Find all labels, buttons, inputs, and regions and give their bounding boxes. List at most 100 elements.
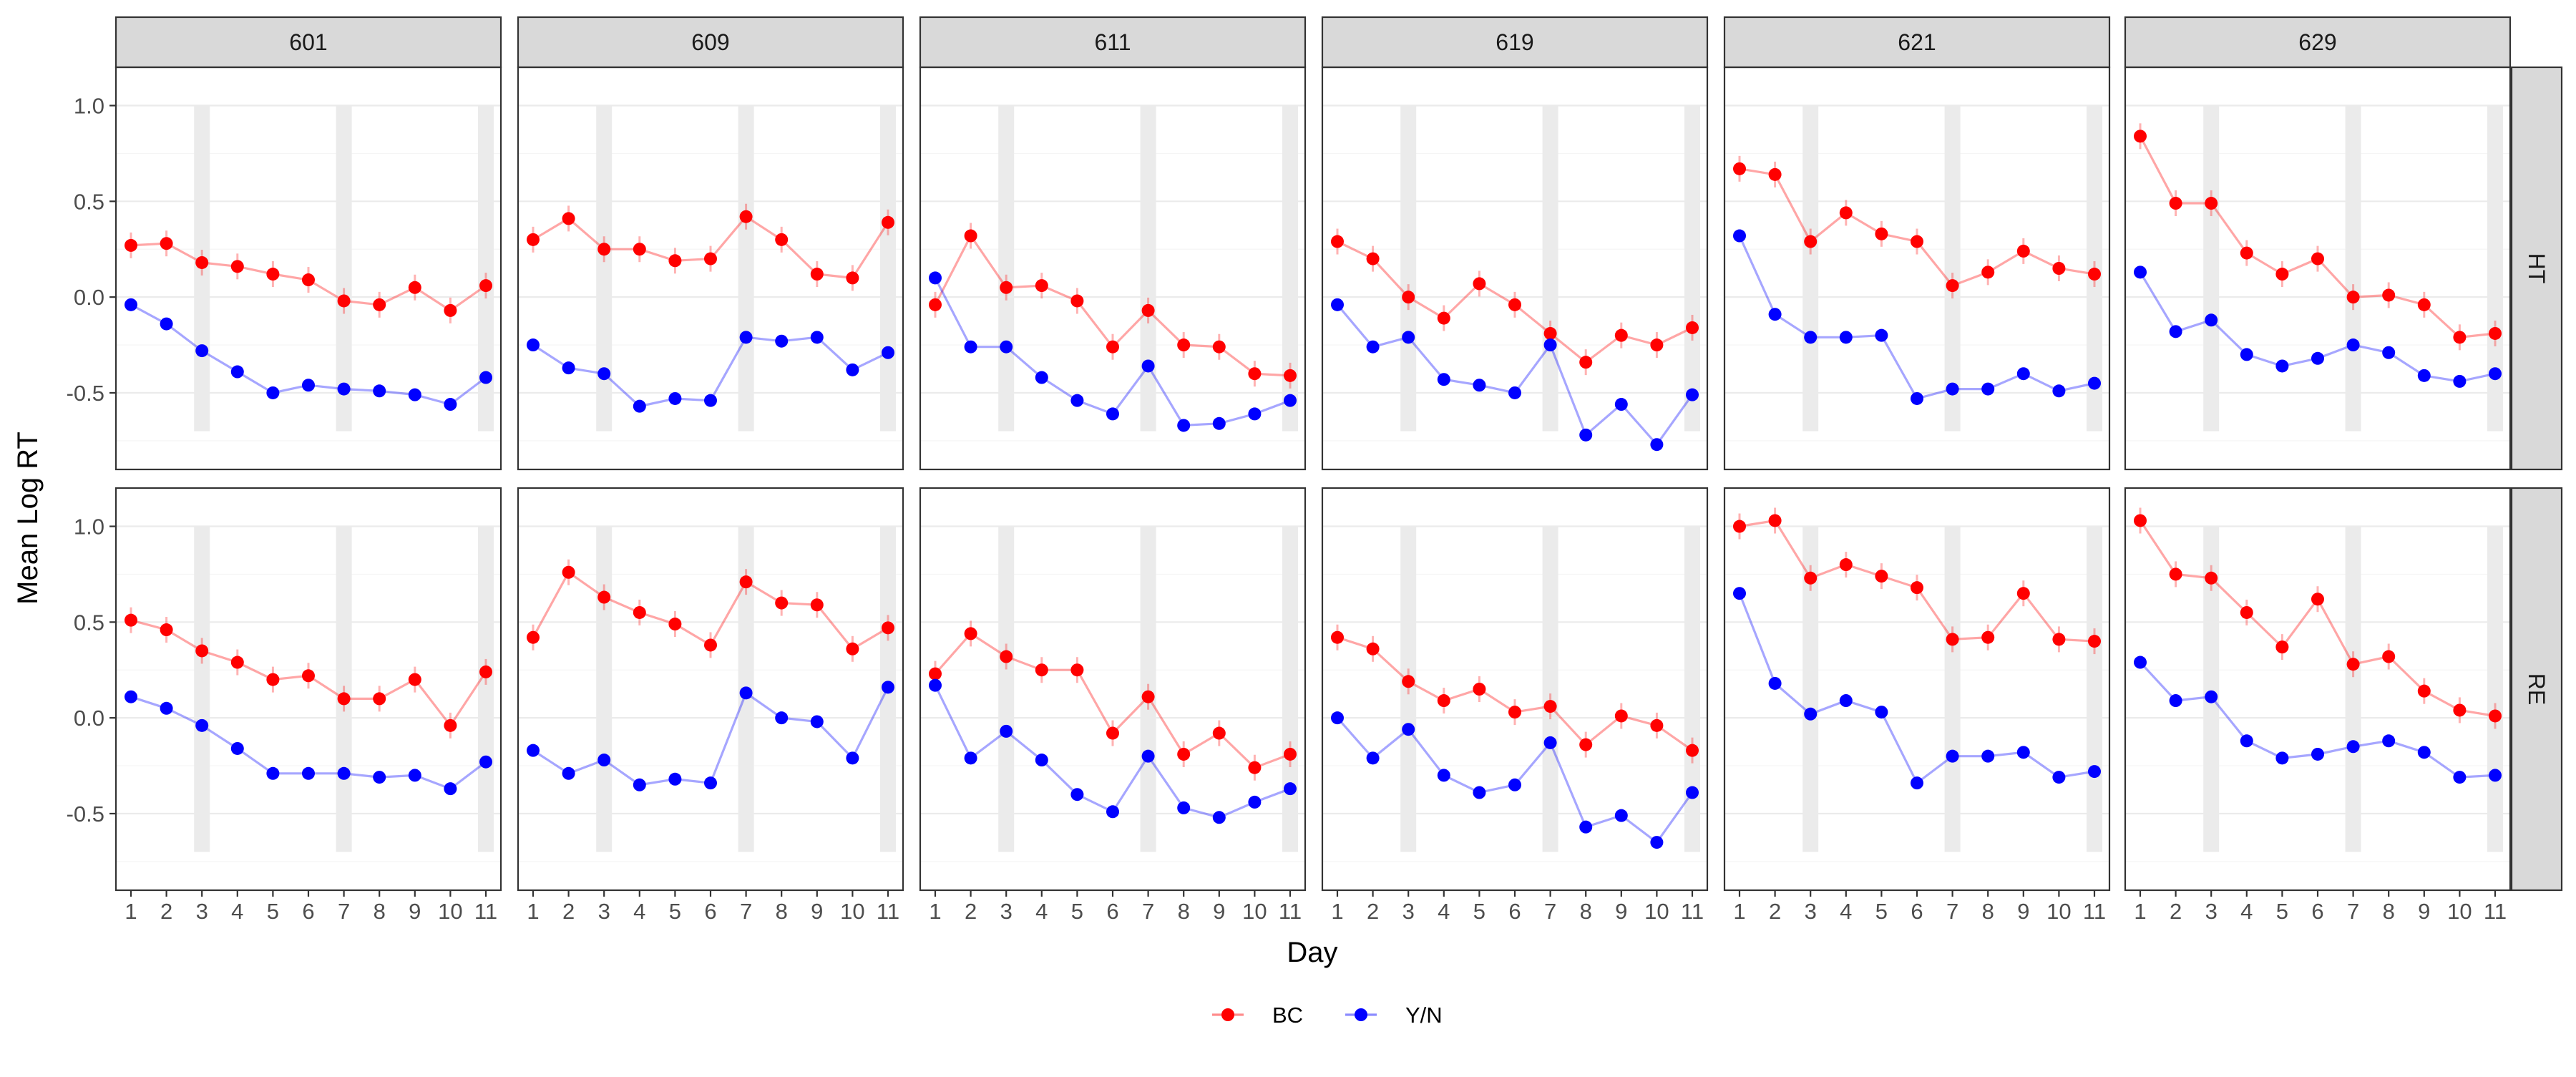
data-point-yn bbox=[125, 298, 137, 311]
series-line-bc bbox=[2139, 520, 2496, 718]
data-point-yn bbox=[1946, 749, 1959, 763]
shaded-day-band bbox=[2487, 105, 2503, 432]
data-point-bc bbox=[739, 575, 753, 589]
data-point-bc bbox=[775, 233, 789, 246]
data-point-bc bbox=[1177, 338, 1191, 352]
data-point-bc bbox=[266, 673, 280, 686]
row-strip-HT: HT bbox=[2510, 66, 2563, 471]
data-point-bc bbox=[2311, 252, 2324, 265]
facet-strip-601: 601 bbox=[114, 16, 502, 69]
data-point-yn bbox=[775, 334, 789, 348]
x-tick-label: 10 bbox=[1644, 899, 1669, 924]
data-point-yn bbox=[160, 317, 173, 331]
data-point-yn bbox=[2311, 351, 2324, 365]
data-point-yn bbox=[1141, 359, 1155, 373]
data-point-bc bbox=[1804, 571, 1818, 585]
facet-strip-label: 629 bbox=[2298, 29, 2336, 55]
data-point-bc bbox=[2489, 326, 2502, 340]
data-point-bc bbox=[2205, 571, 2218, 585]
data-point-yn bbox=[597, 367, 611, 381]
shaded-day-band bbox=[1802, 105, 1819, 432]
data-point-yn bbox=[1177, 419, 1191, 432]
data-point-yn bbox=[479, 755, 492, 769]
data-point-yn bbox=[668, 772, 682, 786]
y-tick-label: 0.0 bbox=[74, 706, 104, 731]
data-point-yn bbox=[1177, 801, 1191, 814]
data-point-bc bbox=[2134, 130, 2147, 143]
data-point-yn bbox=[2489, 769, 2502, 782]
data-point-bc bbox=[2275, 640, 2289, 654]
data-point-bc bbox=[373, 298, 386, 311]
data-point-bc bbox=[597, 590, 611, 604]
data-point-yn bbox=[1946, 382, 1959, 396]
panel-621-HT bbox=[1723, 66, 2111, 471]
data-point-bc bbox=[527, 630, 540, 644]
data-point-bc bbox=[1804, 235, 1818, 248]
facet-strip-box bbox=[919, 16, 1307, 69]
data-point-bc bbox=[444, 303, 457, 317]
facet-strip-label: 601 bbox=[289, 29, 327, 55]
data-point-bc bbox=[964, 627, 977, 640]
panel-frame bbox=[114, 66, 502, 471]
data-point-bc bbox=[1366, 642, 1380, 656]
data-point-yn bbox=[1543, 338, 1557, 352]
data-point-yn bbox=[882, 681, 894, 694]
data-point-yn bbox=[1543, 736, 1557, 749]
data-point-bc bbox=[1981, 630, 1995, 644]
data-point-bc bbox=[337, 294, 351, 308]
series-line-bc bbox=[2139, 135, 2496, 338]
data-point-bc bbox=[2088, 635, 2101, 648]
data-point-yn bbox=[1437, 769, 1450, 782]
data-point-bc bbox=[1141, 690, 1155, 703]
panel-629-RE: 1 2 3 4 5 6 7 8 9 10 11 bbox=[2124, 487, 2512, 924]
shaded-day-band bbox=[998, 526, 1015, 852]
y-axis-title: Mean Log RT bbox=[12, 432, 44, 605]
data-point-yn bbox=[1035, 371, 1048, 384]
data-point-bc bbox=[704, 638, 717, 652]
facet-strip-box bbox=[1321, 16, 1709, 69]
x-tick-label: 5 bbox=[1875, 899, 1888, 924]
facet-strip-619: 619 bbox=[1321, 16, 1709, 69]
data-point-bc bbox=[337, 692, 351, 706]
x-tick-label: 11 bbox=[877, 899, 899, 924]
data-point-yn bbox=[195, 718, 209, 732]
x-tick-label: 4 bbox=[633, 899, 645, 924]
x-tick-label: 8 bbox=[374, 899, 386, 924]
data-point-yn bbox=[2311, 747, 2324, 761]
data-point-bc bbox=[195, 644, 209, 658]
row-strip-label: HT bbox=[2524, 253, 2550, 284]
data-point-yn bbox=[1141, 749, 1155, 763]
x-tick-label: 5 bbox=[1071, 899, 1083, 924]
x-tick-label: 6 bbox=[1911, 899, 1923, 924]
data-point-bc bbox=[2346, 291, 2360, 304]
panel-609-RE: 1 2 3 4 5 6 7 8 9 10 11 bbox=[517, 487, 904, 924]
data-point-yn bbox=[929, 678, 942, 692]
x-tick-label: 7 bbox=[2347, 899, 2359, 924]
data-point-bc bbox=[668, 254, 682, 268]
facet-strip-label: 611 bbox=[1094, 29, 1131, 55]
data-point-yn bbox=[266, 766, 280, 780]
data-point-bc bbox=[1686, 744, 1699, 757]
data-point-yn bbox=[1650, 438, 1664, 452]
shaded-day-band bbox=[596, 526, 613, 852]
x-tick-label: 4 bbox=[1840, 899, 1852, 924]
data-point-yn bbox=[1804, 331, 1818, 344]
shaded-day-band bbox=[1542, 105, 1558, 432]
panel-frame bbox=[1723, 66, 2111, 471]
data-point-bc bbox=[1000, 650, 1013, 663]
data-point-yn bbox=[1768, 676, 1782, 690]
data-point-yn bbox=[444, 398, 457, 411]
data-point-bc bbox=[882, 621, 894, 635]
data-point-yn bbox=[302, 766, 315, 780]
data-point-yn bbox=[1366, 340, 1380, 354]
data-point-yn bbox=[1000, 724, 1013, 738]
data-point-yn bbox=[775, 711, 789, 725]
shaded-day-band bbox=[738, 105, 754, 432]
data-point-bc bbox=[2382, 288, 2396, 302]
x-tick-label: 1 bbox=[125, 899, 137, 924]
data-point-bc bbox=[1473, 277, 1486, 291]
data-point-bc bbox=[810, 268, 824, 281]
data-point-yn bbox=[739, 686, 753, 700]
